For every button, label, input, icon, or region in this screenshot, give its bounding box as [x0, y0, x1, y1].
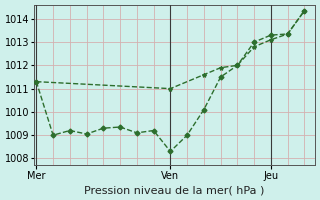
X-axis label: Pression niveau de la mer( hPa ): Pression niveau de la mer( hPa ) [84, 185, 265, 195]
